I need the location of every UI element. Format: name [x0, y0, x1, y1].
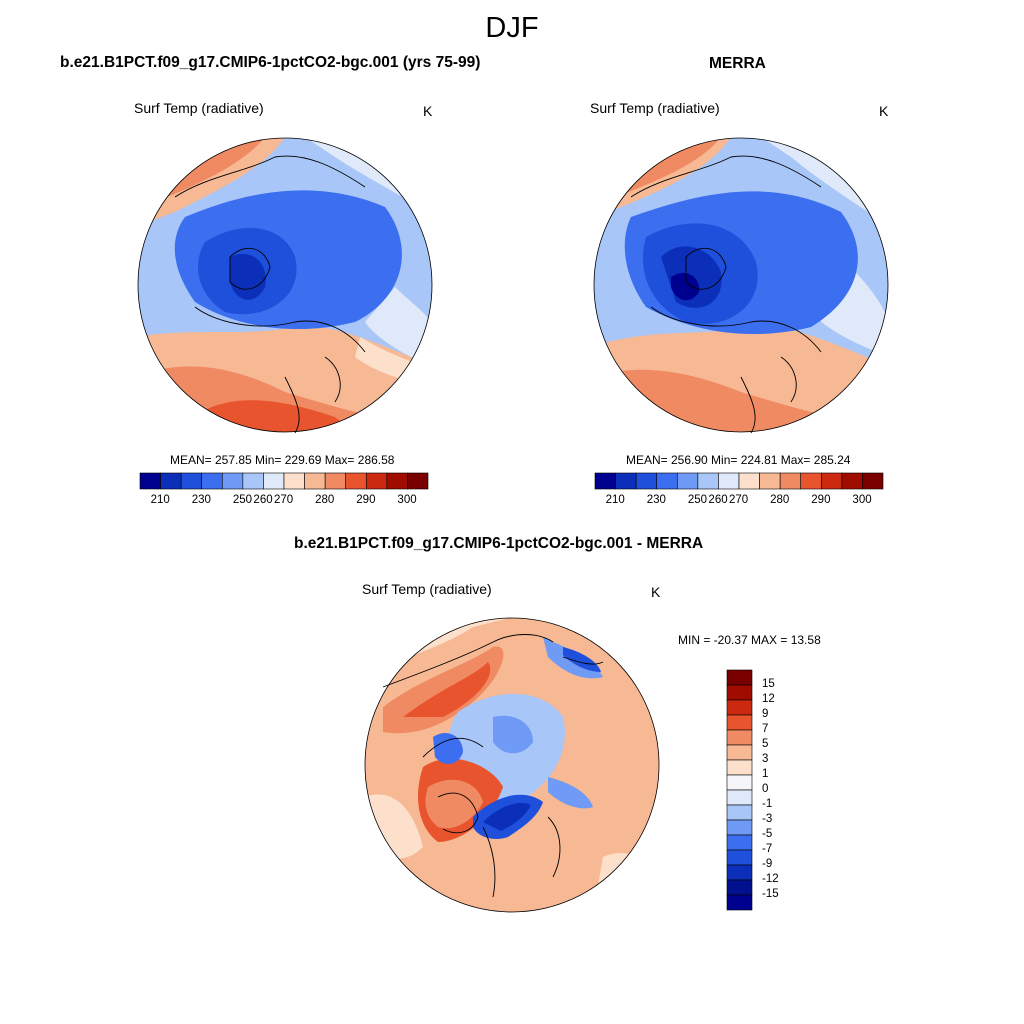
panel-3-title: b.e21.B1PCT.f09_g17.CMIP6-1pctCO2-bgc.00… [294, 535, 704, 552]
panel-2-colorbar-labels: 210 230 250 260 270 280 290 300 [595, 494, 883, 508]
colorbar-swatch [180, 472, 203, 490]
colorbar-tick-label: 260 [253, 494, 273, 506]
colorbar-swatch [726, 759, 753, 776]
colorbar-swatch [779, 472, 802, 490]
colorbar-swatch [615, 472, 637, 490]
panel-2-colorbar [594, 472, 884, 490]
colorbar-swatch [841, 472, 863, 490]
colorbar-tick-label: 5 [762, 738, 769, 750]
colorbar-tick-label: 270 [729, 494, 749, 506]
colorbar-swatch [800, 472, 822, 490]
colorbar-tick-label: 0 [762, 783, 769, 795]
panel-3-units-label: K [651, 584, 661, 600]
colorbar-swatch [738, 472, 760, 490]
colorbar-tick-label: 250 [232, 494, 253, 506]
colorbar-swatch [726, 789, 753, 806]
panel-3-colorbar [726, 669, 753, 911]
colorbar-tick-label: 15 [762, 678, 775, 690]
colorbar-tick-label: 280 [315, 494, 335, 506]
panel-2-title: MERRA [709, 55, 766, 72]
panel-3-colorbar-labels: 15 12 9 7 5 3 1 0 -1 -3 -5 -7 -9 -12 -15 [762, 670, 802, 910]
panel-1-stats: MEAN= 257.85 Min= 229.69 Max= 286.58 [170, 453, 395, 467]
colorbar-tick-label: 290 [811, 494, 831, 506]
colorbar-tick-label: 7 [762, 723, 769, 735]
colorbar-tick-label: 230 [191, 494, 211, 506]
colorbar-swatch [726, 774, 753, 791]
colorbar-tick-label: 280 [770, 494, 790, 506]
colorbar-swatch [726, 744, 753, 761]
colorbar-swatch [635, 472, 658, 490]
colorbar-swatch [221, 472, 244, 490]
colorbar-tick-label: 270 [274, 494, 294, 506]
colorbar-tick-label: -5 [762, 828, 773, 840]
colorbar-tick-label: 3 [762, 753, 769, 765]
colorbar-swatch [759, 472, 781, 490]
colorbar-swatch [201, 472, 223, 490]
colorbar-swatch [160, 472, 182, 490]
colorbar-tick-label: 230 [646, 494, 666, 506]
colorbar-swatch [594, 472, 616, 490]
colorbar-swatch [697, 472, 719, 490]
colorbar-swatch [263, 472, 285, 490]
colorbar-swatch [726, 714, 753, 731]
colorbar-swatch [726, 864, 753, 881]
colorbar-swatch [324, 472, 347, 490]
figure-title: DJF [485, 12, 539, 44]
colorbar-swatch [726, 849, 753, 866]
colorbar-tick-label: -9 [762, 858, 773, 870]
panel-3-stats: MIN = -20.37 MAX = 13.58 [678, 633, 821, 647]
colorbar-tick-label: 12 [762, 693, 775, 705]
colorbar-swatch [726, 804, 753, 821]
panel-1-units-label: K [423, 103, 433, 119]
colorbar-swatch [726, 819, 753, 836]
colorbar-swatch [726, 834, 753, 851]
colorbar-swatch [139, 472, 161, 490]
colorbar-tick-label: -7 [762, 843, 773, 855]
panel-2-polar-map [593, 137, 889, 434]
panel-2-units-label: K [879, 103, 889, 119]
colorbar-swatch [726, 699, 753, 716]
colorbar-swatch [365, 472, 388, 490]
colorbar-swatch [862, 472, 884, 490]
colorbar-swatch [242, 472, 264, 490]
colorbar-tick-label: -12 [762, 873, 779, 885]
colorbar-swatch [726, 729, 753, 746]
colorbar-tick-label: 290 [356, 494, 376, 506]
colorbar-tick-label: 1 [762, 768, 769, 780]
colorbar-swatch [407, 472, 429, 490]
colorbar-tick-label: 260 [708, 494, 728, 506]
colorbar-tick-label: -3 [762, 813, 773, 825]
colorbar-tick-label: 210 [605, 494, 625, 506]
colorbar-swatch [283, 472, 305, 490]
panel-3-polar-map [364, 617, 660, 913]
panel-1-variable-label: Surf Temp (radiative) [134, 100, 264, 116]
colorbar-tick-label: 210 [150, 494, 170, 506]
panel-1-title: b.e21.B1PCT.f09_g17.CMIP6-1pctCO2-bgc.00… [60, 54, 481, 71]
colorbar-tick-label: 250 [687, 494, 708, 506]
panel-2-stats: MEAN= 256.90 Min= 224.81 Max= 285.24 [626, 453, 851, 467]
colorbar-swatch [726, 669, 753, 686]
panel-3-variable-label: Surf Temp (radiative) [362, 581, 492, 597]
colorbar-swatch [726, 894, 753, 911]
panel-1-polar-map [137, 137, 433, 434]
colorbar-swatch [386, 472, 408, 490]
colorbar-tick-label: -15 [762, 888, 779, 900]
colorbar-swatch [718, 472, 740, 490]
colorbar-swatch [820, 472, 843, 490]
colorbar-tick-label: 9 [762, 708, 769, 720]
panel-1-colorbar [139, 472, 429, 490]
colorbar-tick-label: 300 [397, 494, 417, 506]
colorbar-swatch [676, 472, 699, 490]
colorbar-tick-label: -1 [762, 798, 773, 810]
colorbar-swatch [345, 472, 367, 490]
panel-1-colorbar-labels: 210 230 250 260 270 280 290 300 [140, 494, 428, 508]
colorbar-tick-label: 300 [852, 494, 872, 506]
panel-2-variable-label: Surf Temp (radiative) [590, 100, 720, 116]
colorbar-swatch [304, 472, 326, 490]
colorbar-swatch [726, 879, 753, 896]
colorbar-swatch [726, 684, 753, 701]
colorbar-swatch [656, 472, 678, 490]
